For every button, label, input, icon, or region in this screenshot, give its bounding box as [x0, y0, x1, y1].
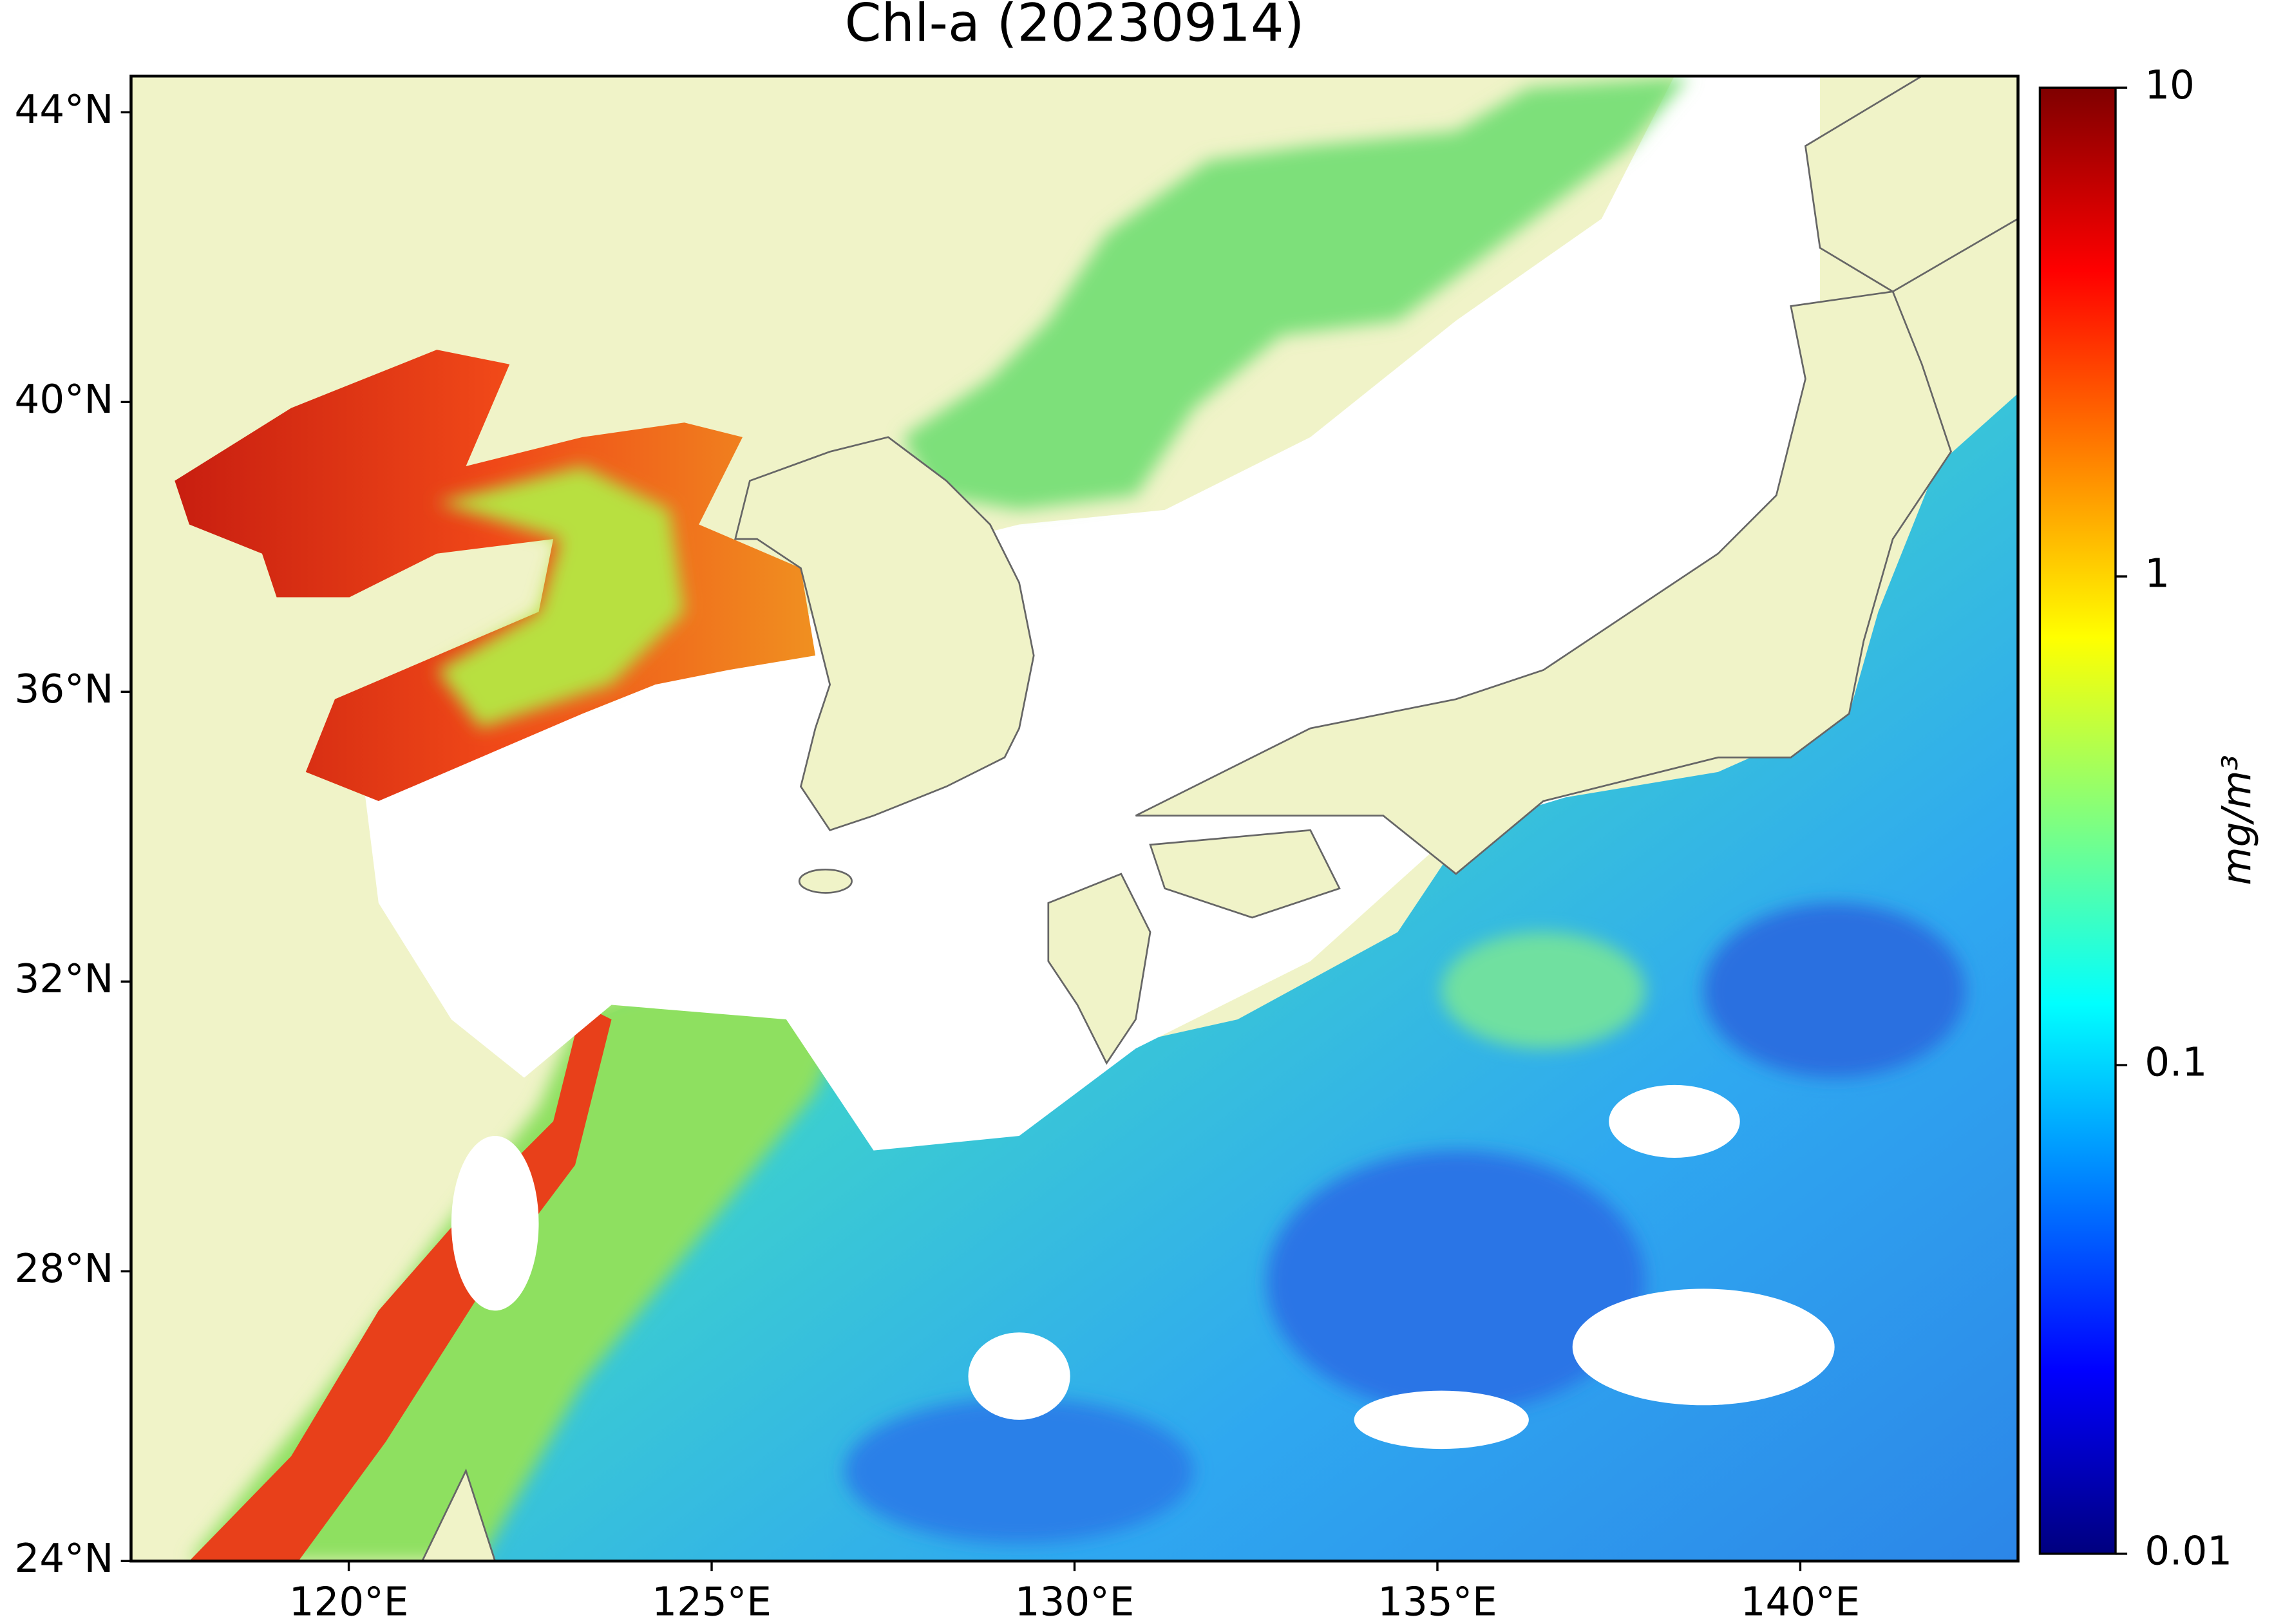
honshu — [1135, 290, 1953, 875]
colorbar-tick-label: 0.1 — [2145, 1040, 2207, 1086]
y-tick-label: 44°N — [15, 87, 114, 133]
colorbar-label: mg/m³ — [2214, 755, 2260, 885]
bohai-yellow-sea-chlorophyll — [175, 350, 816, 802]
taiwan — [421, 1468, 497, 1562]
yellow-sea-center — [437, 466, 685, 729]
shikoku — [1149, 829, 1341, 919]
y-tick-label: 32°N — [15, 956, 114, 1002]
colorbar-tick-label: 10 — [2145, 62, 2195, 108]
y-tick-label: 28°N — [15, 1246, 114, 1292]
hokkaido — [1804, 76, 2018, 293]
x-tick-label: 120°E — [289, 1580, 409, 1624]
cloud-patches — [451, 1084, 1835, 1449]
sea-of-japan-chlorophyll — [902, 76, 1689, 510]
y-tick-label: 40°N — [15, 377, 114, 422]
korea — [734, 436, 1035, 831]
y-tick-label: 36°N — [15, 666, 114, 712]
colorbar — [2038, 86, 2117, 1555]
x-tick-label: 130°E — [1015, 1580, 1135, 1624]
colorbar-tick-label: 0.01 — [2145, 1528, 2232, 1574]
x-tick-label: 125°E — [652, 1580, 772, 1624]
x-tick-label: 140°E — [1741, 1580, 1861, 1624]
y-tick-label: 24°N — [15, 1536, 114, 1582]
kyushu — [1047, 873, 1151, 1065]
cloud-mask — [364, 76, 1821, 1151]
x-tick-label: 135°E — [1378, 1580, 1497, 1624]
map — [131, 76, 2018, 1562]
low-chlorophyll-eddies — [844, 903, 1966, 1544]
chart-title: Chl-a (20230914) — [845, 0, 1305, 54]
colorbar-tick-label: 1 — [2145, 551, 2170, 597]
coastal-high-chlorophyll — [189, 1005, 612, 1562]
jeju — [798, 868, 853, 894]
